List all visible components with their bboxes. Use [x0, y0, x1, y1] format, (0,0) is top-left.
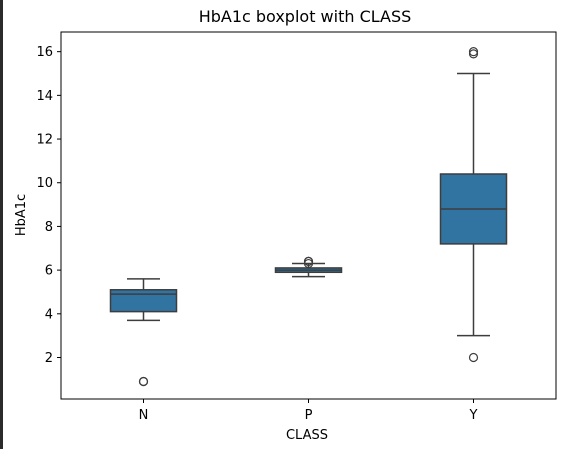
window-left-edge [0, 0, 3, 449]
x-axis-label: CLASS [286, 428, 328, 443]
x-tick-label-N: N [139, 408, 149, 423]
x-tick-label-Y: Y [469, 408, 478, 423]
plot-frame [60, 31, 557, 400]
plot-area: 2 4 6 8 10 12 14 16 N P Y [36, 31, 557, 423]
outlier-y-1 [468, 47, 479, 57]
y-tick-label-2: 2 [45, 351, 53, 366]
y-axis-label: HbA1c [14, 194, 29, 236]
chart-title: HbA1c boxplot with CLASS [199, 7, 412, 26]
y-tick-label-4: 4 [45, 307, 53, 322]
y-tick-label-6: 6 [45, 264, 53, 279]
box-n [109, 289, 178, 313]
outlier-p-2 [303, 258, 314, 269]
y-tick-label-10: 10 [36, 176, 53, 191]
outlier-n-1 [138, 376, 149, 387]
y-tick-label-12: 12 [36, 133, 53, 148]
y-tick-label-14: 14 [36, 89, 53, 104]
y-tick-label-8: 8 [45, 220, 53, 235]
y-tick-label-16: 16 [36, 45, 53, 60]
x-tick-label-P: P [305, 408, 313, 423]
outlier-y-2 [468, 352, 479, 363]
